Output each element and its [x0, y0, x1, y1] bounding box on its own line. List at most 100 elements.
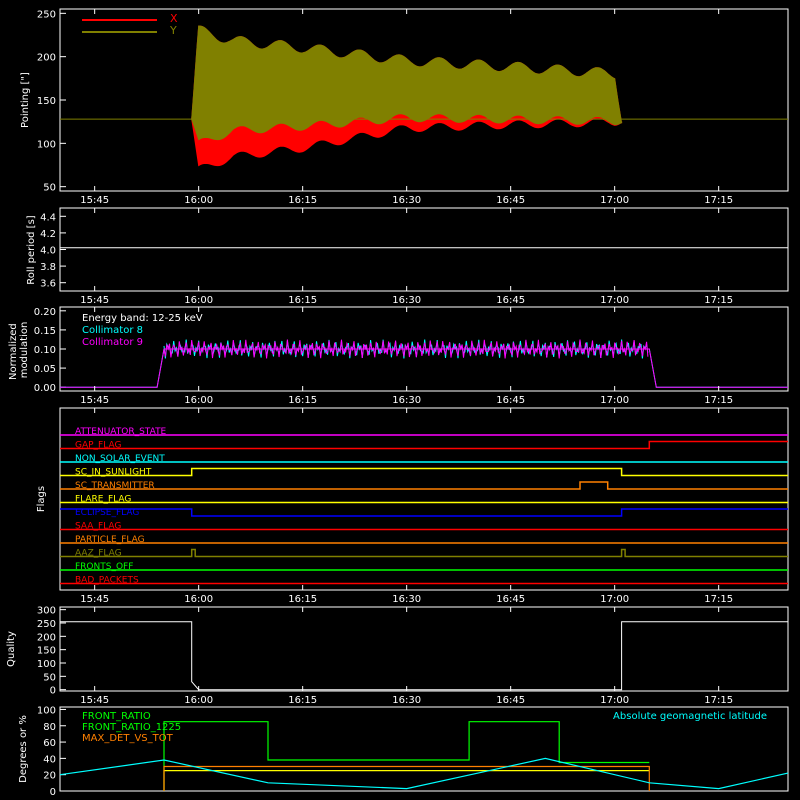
panel-quality-xticks: 15:45 16:00 16:15 16:30 16:45 17:00 17:15: [80, 607, 733, 706]
x-tick-label: 16:30: [392, 195, 421, 206]
panel-ratios-ylabel: Degrees or %: [18, 715, 29, 783]
panel-flags-frame: [59, 407, 789, 591]
flag-line-eclipse-flag: [60, 508, 788, 517]
y-tick-label: 100: [37, 705, 56, 716]
x-tick-label: 17:00: [600, 594, 629, 605]
panel-pointing: Pointing ["] 50 100 150 200 250 X Y 15:45 16:…: [20, 8, 789, 206]
x-tick-label: 16:30: [392, 695, 421, 706]
y-tick-label: 0.20: [34, 307, 56, 318]
flag-label: FRONTS_OFF: [75, 562, 133, 572]
y-tick-label: 80: [43, 722, 56, 733]
flag-line-sc-in-sunlight: [60, 467, 788, 477]
panel-roll-period: Roll period [s] 3.6 3.8 4.0 4.2 4.4 15:45 16:…: [26, 207, 789, 306]
x-tick-label: 17:15: [704, 395, 733, 406]
series-front-ratio: [163, 721, 650, 791]
panel-modulation-xticks: 15:45 16:00 16:15 16:30 16:45 17:00 17:15: [80, 307, 733, 406]
x-tick-label: 16:15: [288, 395, 317, 406]
panel-modulation-annotation: Energy band: 12-25 keV: [82, 313, 203, 324]
x-tick-label: 16:15: [288, 594, 317, 605]
panel-quality-yticks: 0 50 100 150 200 250 300: [37, 606, 66, 697]
x-tick-label: 16:30: [392, 594, 421, 605]
y-tick-label: 100: [37, 659, 56, 670]
series-collimator9-noise: [163, 339, 649, 359]
flag-label: SC_TRANSMITTER: [75, 481, 155, 491]
x-tick-label: 16:45: [496, 395, 525, 406]
panel-modulation-ylabel-line2: modulation: [19, 322, 30, 379]
x-tick-label: 17:00: [600, 195, 629, 206]
y-tick-label: 300: [37, 606, 56, 617]
flag-line-gap-flag: [60, 440, 788, 450]
panel-flags-series: ATTENUATOR_STATE GAP_FLAG NON_SOLAR_EVENT S…: [60, 427, 788, 586]
panel-ratios: Degrees or % 0 20 40 60 80 100 FRONT_RATIO FR…: [18, 705, 789, 798]
panel-quality-ylabel: Quality: [6, 631, 17, 667]
series-geomag-latitude: [59, 757, 789, 790]
y-tick-label: 150: [37, 646, 56, 657]
flag-label: GAP_FLAG: [75, 441, 121, 451]
x-tick-label: 15:45: [80, 195, 109, 206]
y-tick-label: 4.0: [40, 246, 56, 257]
y-tick-label: 3.8: [40, 262, 56, 273]
flag-label: ATTENUATOR_STATE: [75, 427, 167, 437]
y-tick-label: 60: [43, 738, 56, 749]
y-tick-label: 0: [50, 686, 56, 697]
x-tick-label: 17:00: [600, 295, 629, 306]
legend-label-front-ratio-1225: FRONT_RATIO_1225: [82, 722, 181, 733]
y-tick-label: 0.15: [34, 326, 56, 337]
y-tick-label: 0.10: [34, 345, 56, 356]
panel-pointing-series: [60, 25, 788, 167]
y-tick-label: 20: [43, 771, 56, 782]
x-tick-label: 16:00: [184, 695, 213, 706]
y-tick-label: 100: [37, 139, 56, 150]
x-tick-label: 17:15: [704, 295, 733, 306]
panel-quality: Quality 0 50 100 150 200 250 300 15:45 16:00 16:…: [6, 606, 789, 706]
flag-label: SC_IN_SUNLIGHT: [75, 468, 152, 478]
panel-modulation: Normalized modulation 0.00 0.05 0.10 0.15 0.…: [8, 306, 789, 406]
panel-quality-frame: [59, 606, 789, 692]
panel-modulation-series: [60, 339, 788, 388]
panel-pointing-legend: X Y: [82, 12, 178, 37]
legend-label-collimator9: Collimator 9: [82, 337, 143, 348]
y-tick-label: 200: [37, 53, 56, 64]
x-tick-label: 16:45: [496, 195, 525, 206]
y-tick-label: 50: [43, 183, 56, 194]
series-y-band: [191, 25, 623, 141]
flag-label: PARTICLE_FLAG: [75, 535, 145, 545]
flag-label: FLARE_FLAG: [75, 495, 131, 505]
x-tick-label: 17:15: [704, 695, 733, 706]
x-tick-label: 16:30: [392, 395, 421, 406]
x-tick-label: 16:15: [288, 695, 317, 706]
flag-line-sc-transmitter: [60, 481, 788, 490]
y-tick-label: 4.2: [40, 229, 56, 240]
x-tick-label: 16:00: [184, 195, 213, 206]
flag-label: NON_SOLAR_EVENT: [75, 454, 165, 464]
flag-label: BAD_PACKETS: [75, 576, 139, 586]
panel-flags-xticks: 15:45 16:00 16:15 16:30 16:45 17:00 17:15: [80, 408, 733, 605]
panel-modulation-ylabel-line1: Normalized: [8, 323, 19, 380]
y-tick-label: 50: [43, 672, 56, 683]
panel-roll-ylabel: Roll period [s]: [26, 215, 37, 284]
y-tick-label: 150: [37, 96, 56, 107]
panel-flags: Flags ATTENUATOR_STATE GAP_FLAG NON_SOLAR_…: [36, 407, 789, 605]
x-tick-label: 16:45: [496, 695, 525, 706]
series-max-det: [163, 765, 650, 791]
y-tick-label: 0.00: [34, 383, 56, 394]
panel-roll-yticks: 3.6 3.8 4.0 4.2 4.4: [40, 212, 66, 290]
legend-label-collimator8: Collimator 8: [82, 325, 143, 336]
flag-label: ECLIPSE_FLAG: [75, 508, 139, 518]
panel-ratios-series: [59, 721, 789, 791]
y-tick-label: 250: [37, 9, 56, 20]
x-tick-label: 16:45: [496, 295, 525, 306]
panel-pointing-yticks: 50 100 150 200 250: [37, 9, 66, 194]
panel-ratios-frame: [59, 706, 789, 792]
flag-line-aaz-flag: [60, 548, 788, 558]
x-tick-label: 15:45: [80, 295, 109, 306]
y-tick-label: 3.6: [40, 279, 56, 290]
x-tick-label: 17:00: [600, 695, 629, 706]
x-tick-label: 17:15: [704, 195, 733, 206]
x-tick-label: 16:00: [184, 594, 213, 605]
legend-label-x: X: [170, 12, 178, 25]
panel-ratios-yticks: 0 20 40 60 80 100: [37, 705, 66, 798]
y-tick-label: 250: [37, 619, 56, 630]
